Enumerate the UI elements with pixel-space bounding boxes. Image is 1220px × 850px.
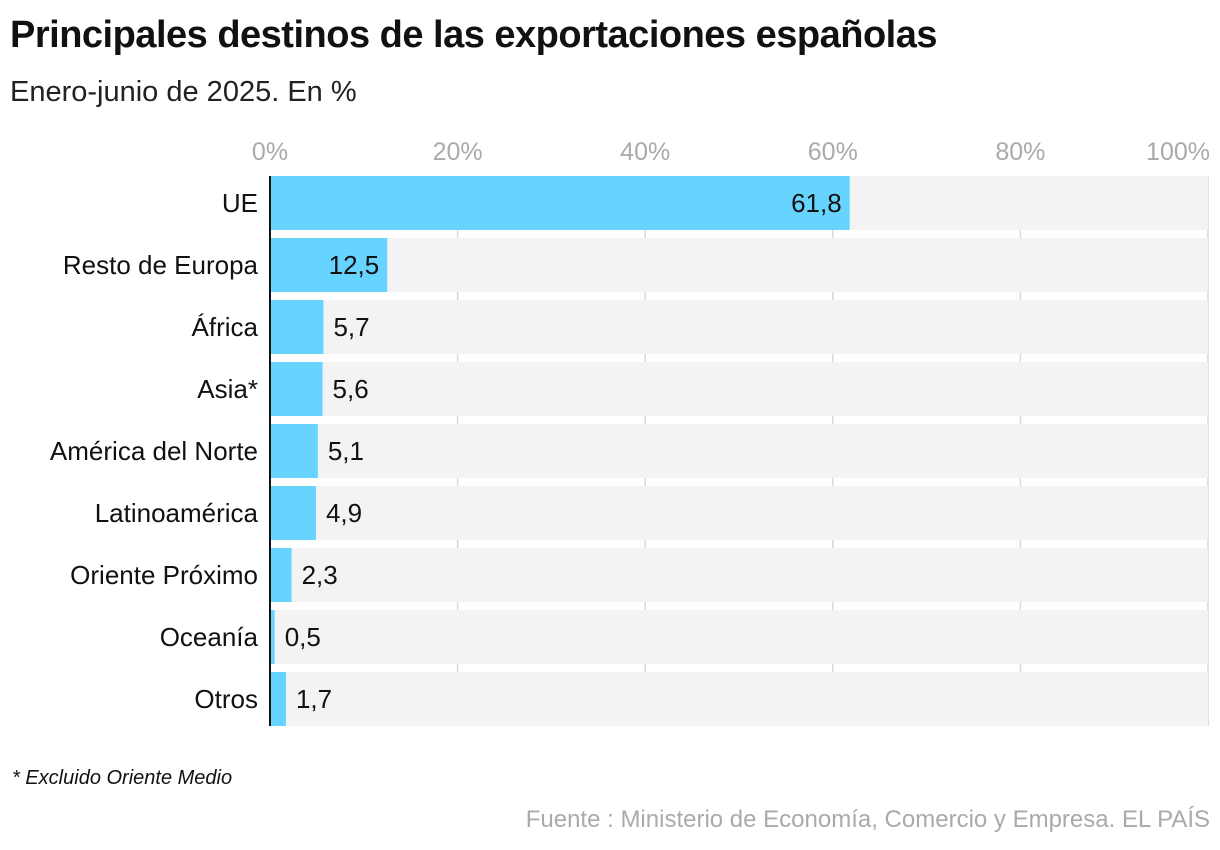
value-label: 1,7 bbox=[296, 684, 332, 714]
bar bbox=[270, 610, 275, 664]
x-tick-label: 100% bbox=[1146, 138, 1210, 166]
category-label: América del Norte bbox=[50, 436, 258, 466]
category-label: Oriente Próximo bbox=[70, 560, 258, 590]
bar bbox=[270, 238, 388, 292]
bar-track bbox=[270, 548, 1208, 602]
bar-track bbox=[270, 486, 1208, 540]
source-note: Fuente : Ministerio de Economía, Comerci… bbox=[525, 806, 1210, 833]
x-tick-label: 0% bbox=[252, 138, 288, 166]
value-label: 0,5 bbox=[285, 622, 321, 652]
bar-track bbox=[270, 424, 1208, 478]
bar-chart: 0% 20% 40% 60% 80% 100% UE 61,8 Resto de Europa 1… bbox=[50, 138, 1210, 726]
category-label: UE bbox=[222, 188, 258, 218]
x-tick-label: 40% bbox=[620, 138, 670, 166]
bar bbox=[270, 362, 323, 416]
bar bbox=[270, 548, 292, 602]
bar bbox=[270, 176, 850, 230]
value-label: 2,3 bbox=[302, 560, 338, 590]
bar bbox=[270, 300, 324, 354]
value-label: 5,1 bbox=[328, 436, 364, 466]
bar bbox=[270, 486, 316, 540]
category-label: Asia* bbox=[197, 374, 258, 404]
x-tick-label: 20% bbox=[433, 138, 483, 166]
bar-track bbox=[270, 300, 1208, 354]
value-label: 5,7 bbox=[333, 312, 369, 342]
bar-track bbox=[270, 610, 1208, 664]
footnote: * Excluido Oriente Medio bbox=[12, 767, 233, 789]
category-label: Resto de Europa bbox=[63, 250, 259, 280]
x-tick-label: 60% bbox=[808, 138, 858, 166]
category-label: Latinoamérica bbox=[95, 498, 259, 528]
category-label: Otros bbox=[194, 684, 258, 714]
bar-track bbox=[270, 362, 1208, 416]
value-label: 4,9 bbox=[326, 498, 362, 528]
value-label: 12,5 bbox=[329, 250, 380, 280]
x-tick-label: 80% bbox=[995, 138, 1045, 166]
bar-track bbox=[270, 238, 1208, 292]
chart-subtitle: Enero-junio de 2025. En % bbox=[10, 76, 357, 108]
value-label: 5,6 bbox=[333, 374, 369, 404]
bar bbox=[270, 424, 318, 478]
bar bbox=[270, 672, 286, 726]
category-label: África bbox=[192, 312, 259, 342]
value-label: 61,8 bbox=[791, 188, 842, 218]
chart-title: Principales destinos de las exportacione… bbox=[10, 14, 938, 56]
category-label: Oceanía bbox=[160, 622, 259, 652]
bar-track bbox=[270, 672, 1208, 726]
